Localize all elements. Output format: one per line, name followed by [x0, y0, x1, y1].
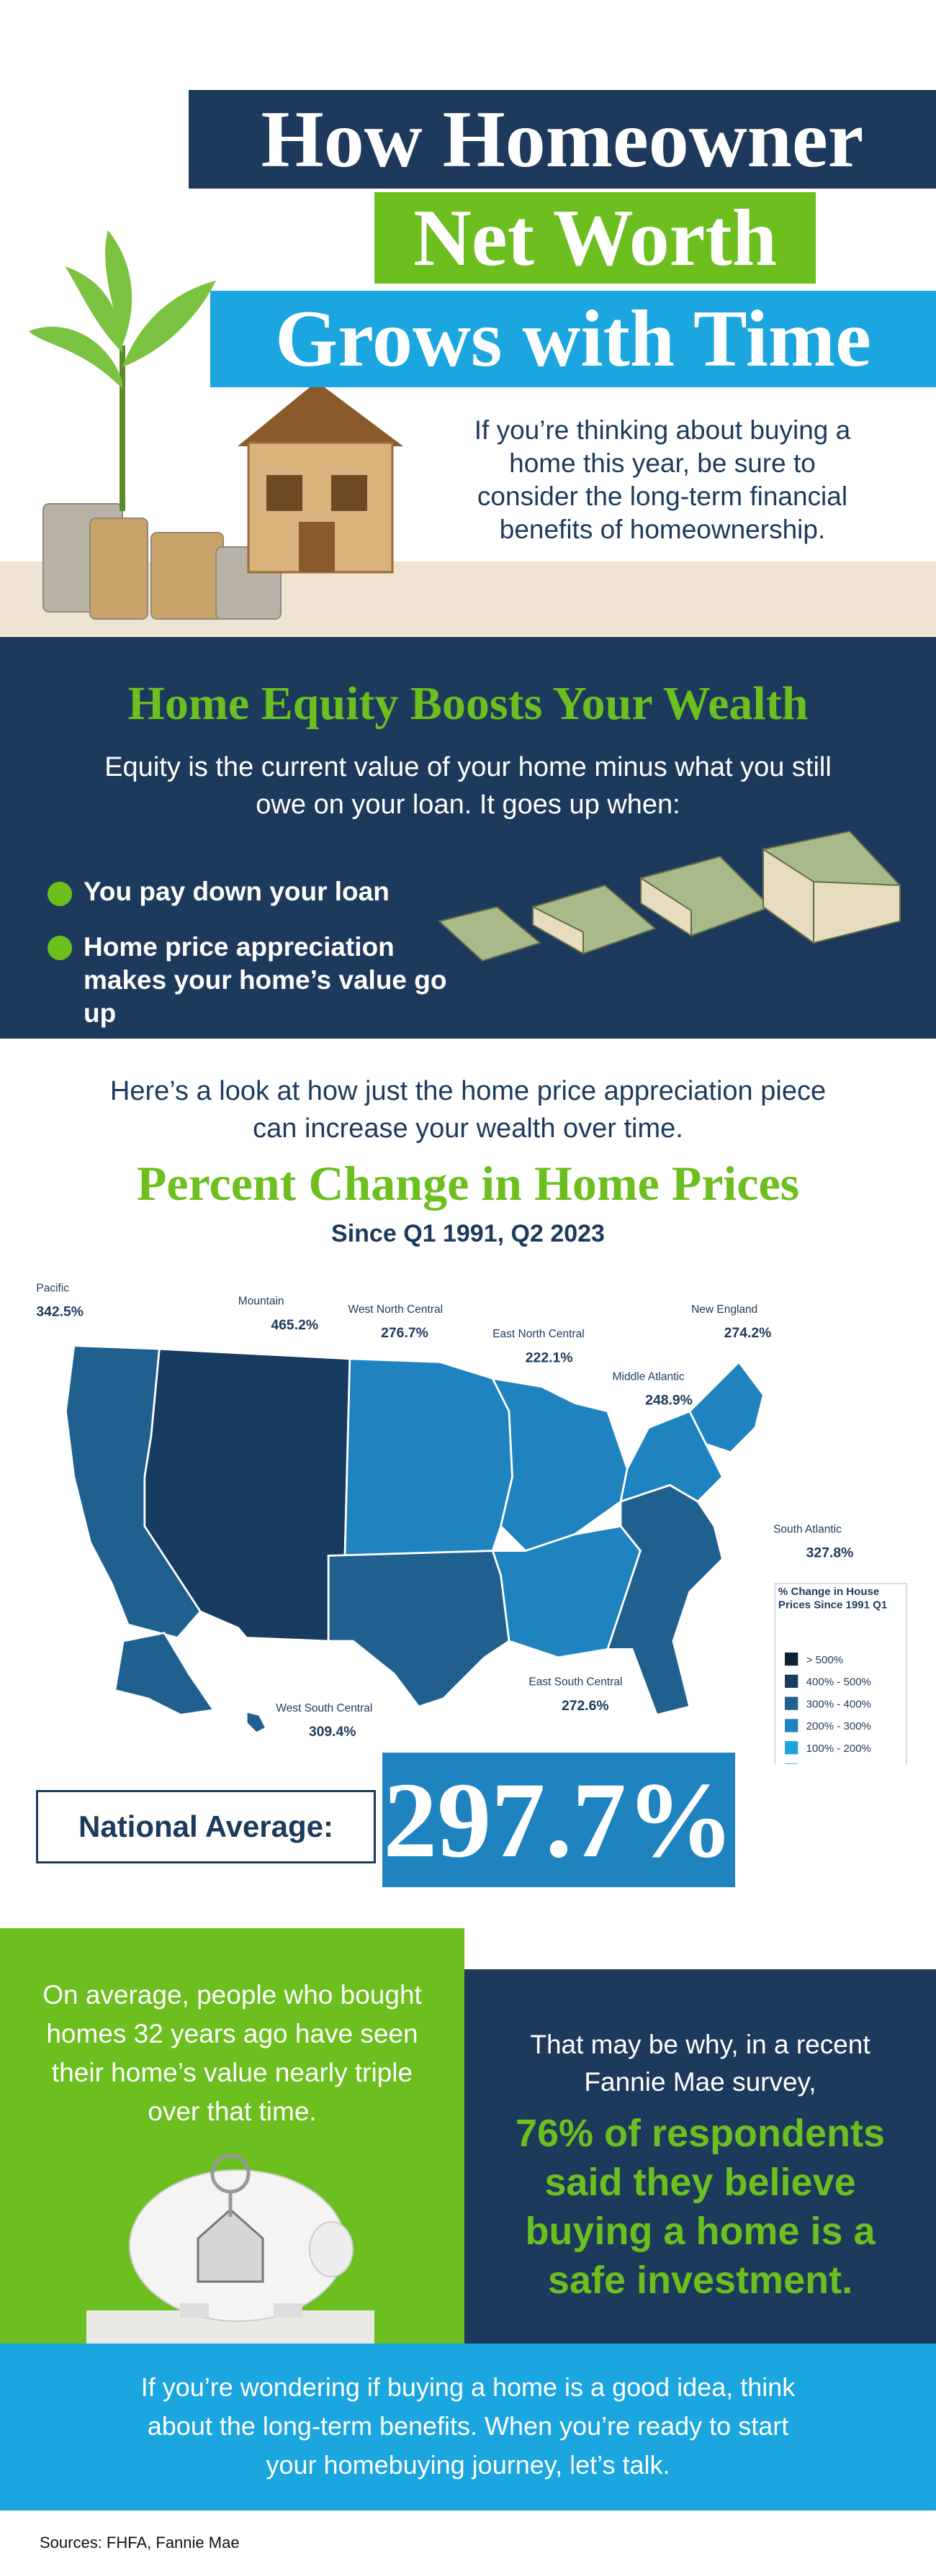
region-shape: [245, 1710, 268, 1735]
footer-text: If you’re wondering if buying a home is …: [140, 2372, 796, 2480]
legend-swatch: [785, 1719, 798, 1732]
legend-swatch: [785, 1652, 798, 1666]
section-title: Percent Change in Home Prices: [136, 1156, 800, 1211]
legend-label: > 500%: [806, 1654, 843, 1666]
legend-label: 400% - 500%: [806, 1676, 871, 1689]
sources: Sources: FHFA, Fannie Mae: [40, 2534, 240, 2552]
legend-label: 100% - 200%: [806, 1743, 871, 1755]
region-name: Middle Atlantic: [613, 1370, 685, 1383]
bullet-dot: [48, 936, 72, 960]
equity-section: [0, 637, 936, 1039]
region-name: West North Central: [348, 1303, 444, 1316]
region-value: 248.9%: [645, 1393, 693, 1409]
region-value: 465.2%: [271, 1317, 318, 1333]
region-shape: [343, 1357, 513, 1557]
coins: [42, 503, 282, 620]
house: [238, 381, 403, 574]
intro-text: If you’re thinking about buying a home t…: [474, 415, 851, 544]
region-value: 276.7%: [381, 1325, 428, 1341]
national-label: National Average:: [36, 1790, 376, 1863]
region-value: 274.2%: [724, 1325, 772, 1341]
region-name: West South Central: [276, 1702, 372, 1714]
region-value: 272.6%: [562, 1698, 609, 1714]
money-stacks: [437, 830, 901, 962]
prices-intro: Here’s a look at how just the home price…: [109, 1076, 827, 1144]
region-name: New England: [691, 1303, 757, 1316]
region-name: South Atlantic: [773, 1524, 842, 1536]
legend-box: [774, 1583, 907, 1764]
legend-swatch: [785, 1763, 798, 1764]
region-name: Mountain: [238, 1296, 284, 1308]
legend-label: 300% - 400%: [806, 1698, 871, 1710]
region-shape: [327, 1550, 510, 1708]
region-shape: [114, 1632, 215, 1717]
legend-title-wrap: % Change in House Prices Since 1991 Q1: [778, 1586, 888, 1612]
legend-swatch: [785, 1741, 798, 1755]
title-line: How Homeowner: [189, 90, 936, 189]
legend-swatch: [785, 1674, 798, 1688]
title-line: Net Worth: [374, 192, 816, 284]
region-shape: [688, 1360, 765, 1454]
map: Pacific 342.5% Mountain 465.2% West North Ce…: [36, 1282, 907, 1764]
illustration: [29, 230, 403, 620]
footer-band: [0, 2344, 936, 2511]
region-name: East North Central: [492, 1328, 585, 1340]
legend-title: % Change in House Prices Since 1991 Q1: [778, 1586, 888, 1612]
region-name: Pacific: [36, 1282, 69, 1294]
region-value: 309.4%: [309, 1724, 356, 1740]
right-highlight: 76% of respondents said they believe buy…: [515, 2112, 886, 2302]
bullet-dot: [48, 882, 72, 906]
section-title: Home Equity Boosts Your Wealth: [127, 677, 809, 730]
left-text: On average, people who bought homes 32 y…: [42, 1980, 422, 2126]
legend-swatch: [785, 1696, 798, 1710]
region-name: East South Central: [528, 1676, 622, 1689]
region-value: 222.1%: [526, 1350, 573, 1365]
region-value: 342.5%: [36, 1304, 84, 1320]
legend-label: 200% - 300%: [806, 1720, 871, 1732]
piggy-bank: [86, 2154, 374, 2344]
national-value: 297.7%: [382, 1753, 735, 1887]
right-intro: That may be why, in a recent Fannie Mae …: [530, 2030, 870, 2097]
equity-text: Equity is the current value of your home…: [104, 752, 832, 820]
title-line: Grows with Time: [210, 291, 936, 387]
plant-leaves: [29, 230, 216, 389]
region-value: 327.8%: [806, 1545, 854, 1561]
bullet-text: Home price appreciation makes your home’…: [84, 932, 447, 1028]
subtitle: Since Q1 1991, Q2 2023: [331, 1220, 605, 1247]
bullet-text: You pay down your loan: [84, 877, 390, 906]
right-panel: [464, 1969, 936, 2344]
region-shape: [490, 1377, 629, 1553]
